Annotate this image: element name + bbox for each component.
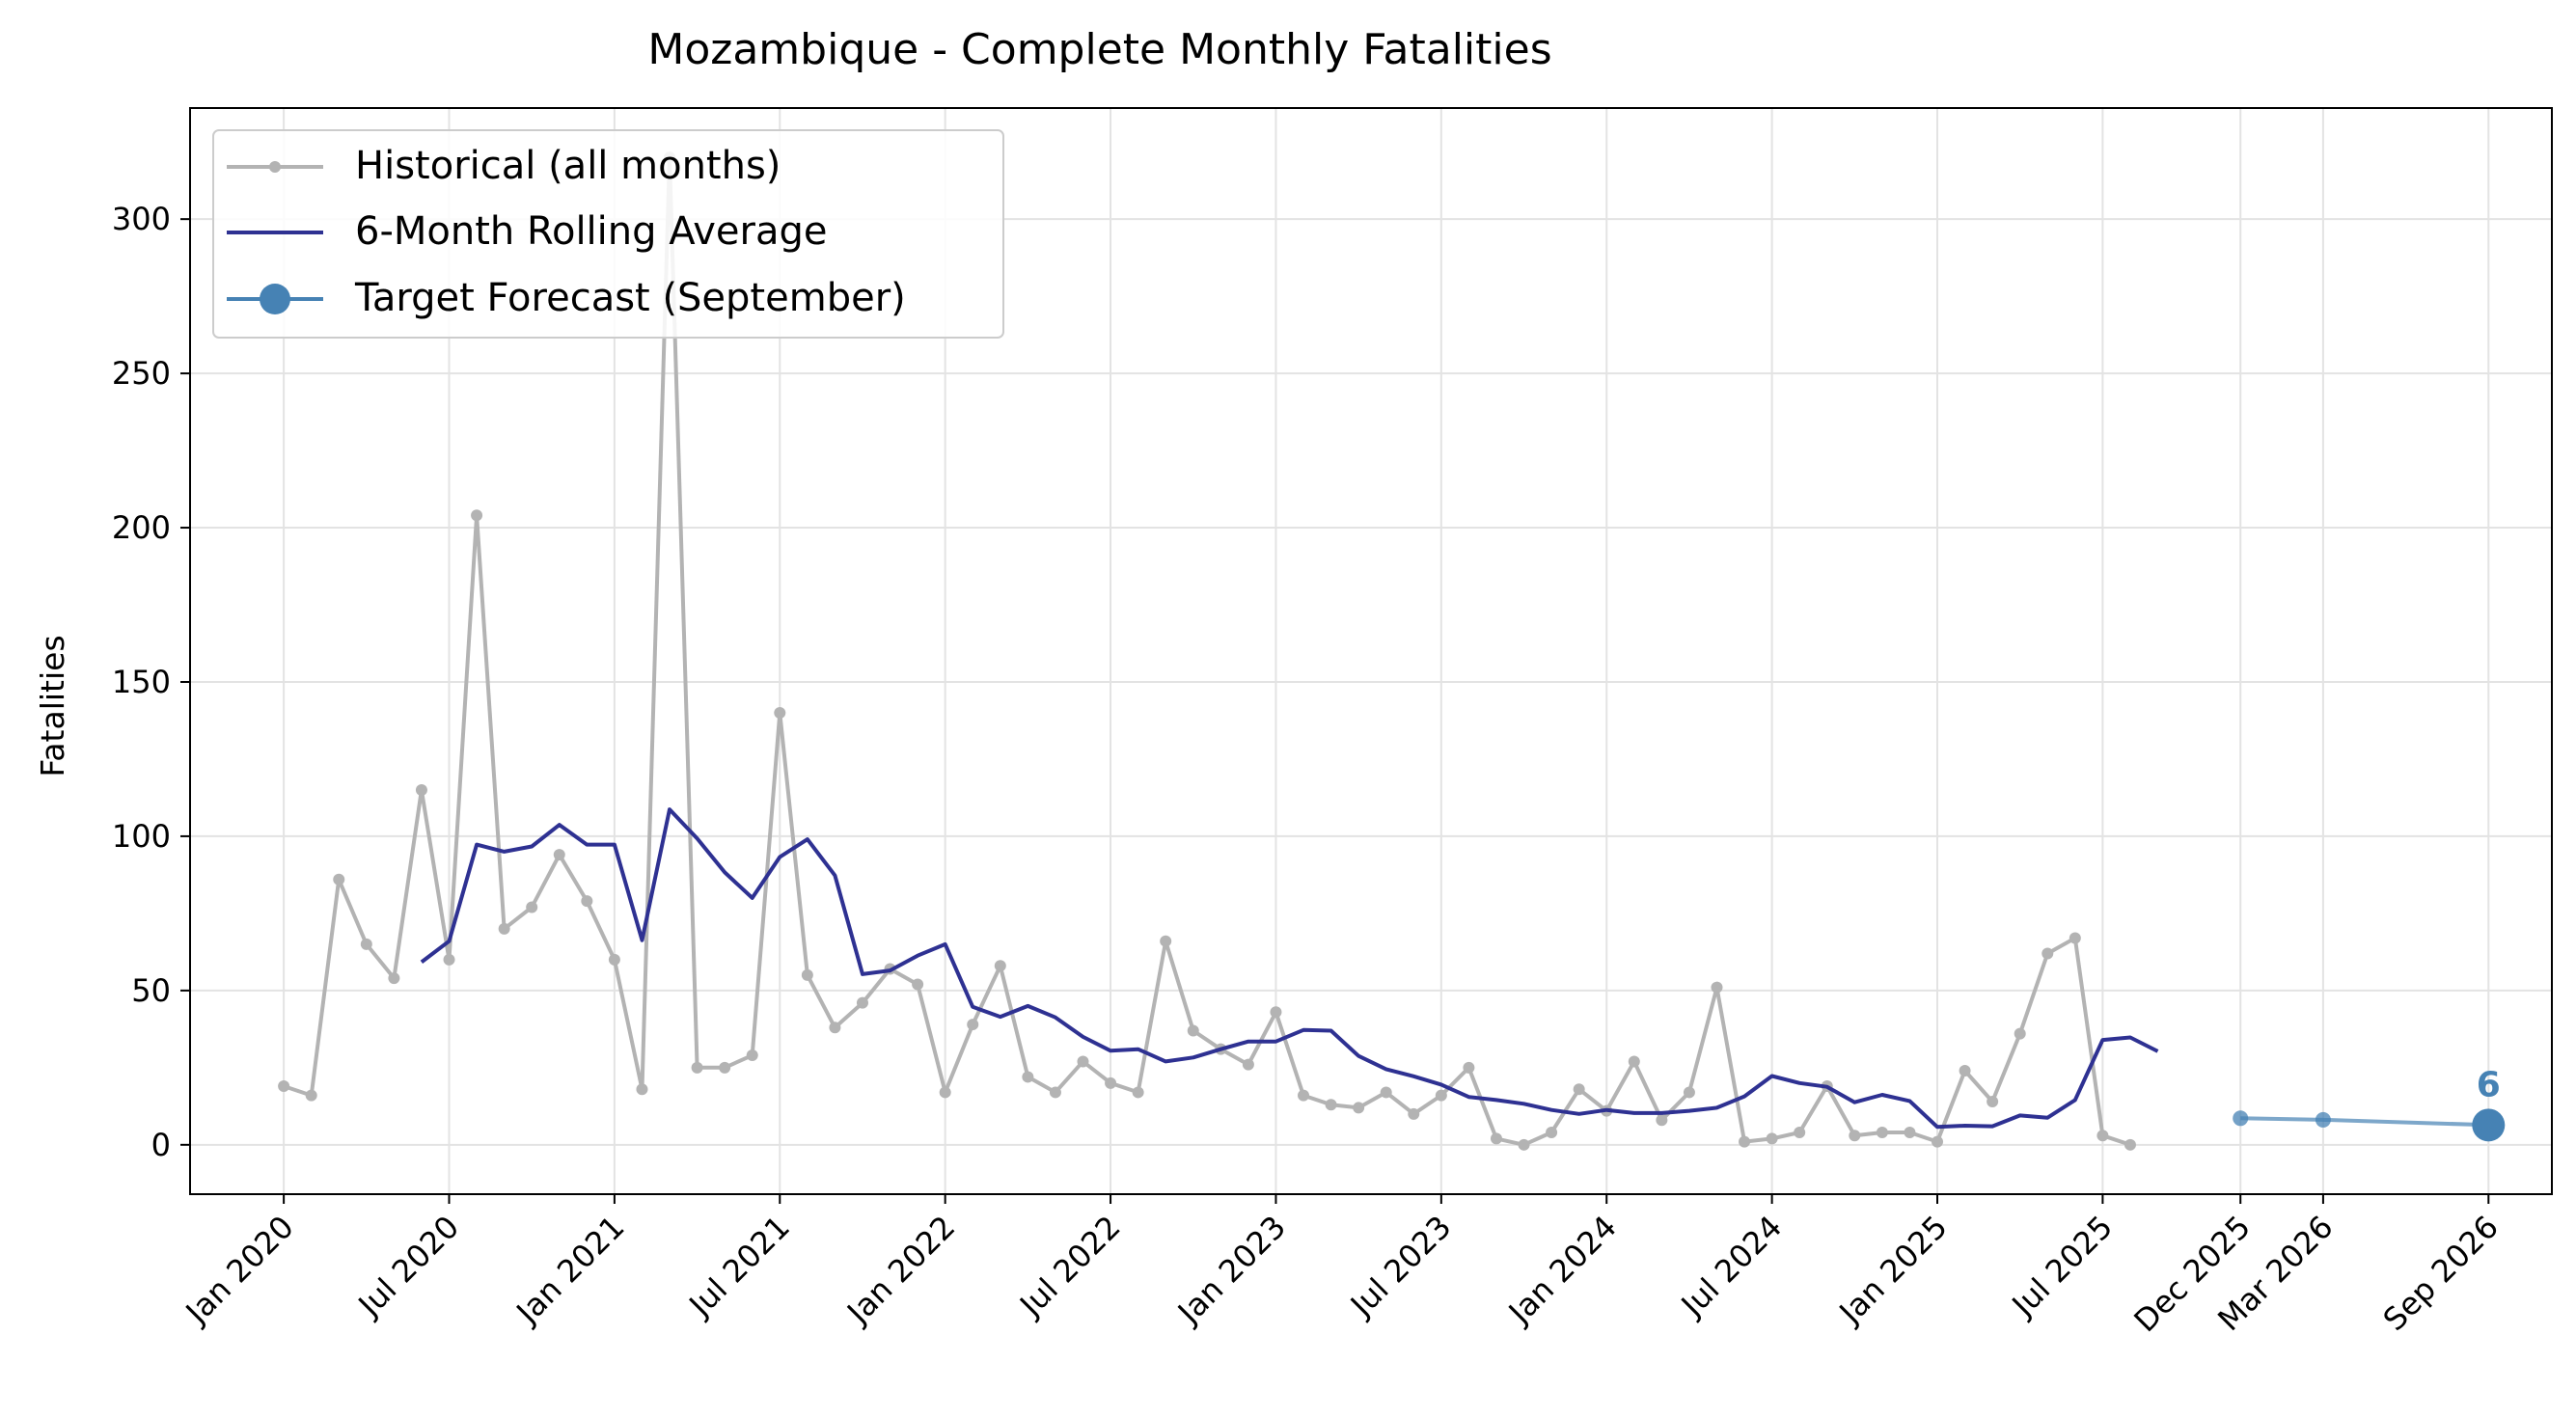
- y-tick-label: 50: [131, 972, 171, 1009]
- historical-point: [415, 783, 427, 796]
- historical-point: [1049, 1086, 1061, 1099]
- historical-point: [1270, 1006, 1282, 1019]
- historical-point: [994, 960, 1006, 972]
- historical-point: [608, 953, 620, 966]
- historical-point: [1022, 1071, 1034, 1083]
- historical-point: [1628, 1055, 1640, 1068]
- historical-point: [1187, 1024, 1199, 1037]
- historical-point: [1408, 1107, 1420, 1120]
- historical-point: [498, 922, 510, 935]
- historical-point: [939, 1086, 951, 1099]
- historical-point: [1435, 1089, 1447, 1102]
- historical-point: [691, 1061, 703, 1074]
- legend-rolling-label: 6-Month Rolling Average: [355, 209, 828, 254]
- historical-point: [443, 953, 455, 966]
- historical-point: [553, 849, 565, 861]
- historical-point: [1849, 1130, 1861, 1142]
- plot-frame: [189, 107, 2553, 1195]
- historical-point: [2096, 1130, 2109, 1142]
- historical-point: [1987, 1096, 1999, 1108]
- rolling-average-line: [420, 807, 2159, 1130]
- historical-point: [1711, 981, 1723, 994]
- historical-point: [1932, 1135, 1944, 1148]
- legend-forecast-label: Target Forecast (September): [354, 276, 906, 320]
- y-tick-label: 150: [112, 664, 171, 700]
- historical-point: [2124, 1138, 2136, 1151]
- historical-point: [1739, 1135, 1751, 1148]
- historical-point: [388, 972, 400, 985]
- historical-point: [1518, 1138, 1530, 1151]
- historical-point: [581, 895, 593, 908]
- historical-point: [1959, 1065, 1971, 1077]
- forecast-target-point: [2472, 1108, 2506, 1142]
- historical-point: [1242, 1058, 1254, 1071]
- legend-forecast-marker: [260, 284, 290, 314]
- y-tick-label: 250: [112, 355, 171, 392]
- legend: Historical (all months) 6-Month Rolling …: [212, 129, 1004, 339]
- historical-point: [636, 1083, 648, 1096]
- historical-line: [283, 155, 2131, 1147]
- forecast-value-label: 6: [2477, 1065, 2501, 1104]
- historical-point: [278, 1080, 290, 1093]
- historical-point: [1683, 1086, 1695, 1099]
- historical-point: [2042, 947, 2054, 960]
- historical-point: [1490, 1132, 1502, 1145]
- chart-title: Mozambique - Complete Monthly Fatalities: [647, 25, 1551, 74]
- plot-series: 6: [278, 151, 2506, 1151]
- historical-point: [829, 1022, 841, 1034]
- historical-point: [1876, 1127, 1888, 1139]
- historical-point: [2069, 932, 2081, 944]
- historical-point: [719, 1061, 731, 1074]
- legend-historical-marker: [269, 161, 281, 173]
- historical-point: [912, 978, 924, 991]
- historical-point: [360, 938, 372, 950]
- forecast-point: [2315, 1111, 2331, 1128]
- historical-point: [1077, 1055, 1089, 1068]
- y-tick-label: 200: [112, 509, 171, 546]
- historical-point: [1656, 1114, 1668, 1127]
- historical-point: [1325, 1099, 1337, 1111]
- y-tick-label: 100: [112, 818, 171, 855]
- historical-point: [1132, 1086, 1144, 1099]
- historical-point: [305, 1089, 317, 1102]
- historical-point: [1904, 1127, 1916, 1139]
- historical-point: [1573, 1083, 1585, 1096]
- historical-point: [1105, 1076, 1117, 1089]
- historical-point: [1298, 1089, 1310, 1102]
- y-axis-label: Fatalities: [34, 635, 71, 777]
- forecast-point: [2233, 1110, 2249, 1127]
- historical-point: [967, 1019, 979, 1031]
- historical-point: [1160, 935, 1172, 947]
- historical-point: [526, 901, 538, 913]
- historical-point: [333, 873, 345, 886]
- historical-point: [1546, 1127, 1558, 1139]
- historical-point: [1353, 1102, 1365, 1114]
- historical-point: [2014, 1027, 2026, 1040]
- historical-point: [774, 706, 786, 719]
- y-tick-label: 0: [151, 1127, 171, 1163]
- historical-point: [1380, 1086, 1392, 1099]
- legend-historical-label: Historical (all months): [355, 144, 781, 188]
- historical-point: [1794, 1127, 1806, 1139]
- y-tick-label: 300: [112, 201, 171, 237]
- historical-point: [1766, 1132, 1778, 1145]
- legend-box: [212, 129, 1004, 339]
- historical-point: [801, 968, 813, 981]
- historical-point: [1463, 1061, 1475, 1074]
- historical-point: [856, 996, 868, 1009]
- historical-point: [471, 509, 483, 522]
- historical-point: [746, 1049, 758, 1062]
